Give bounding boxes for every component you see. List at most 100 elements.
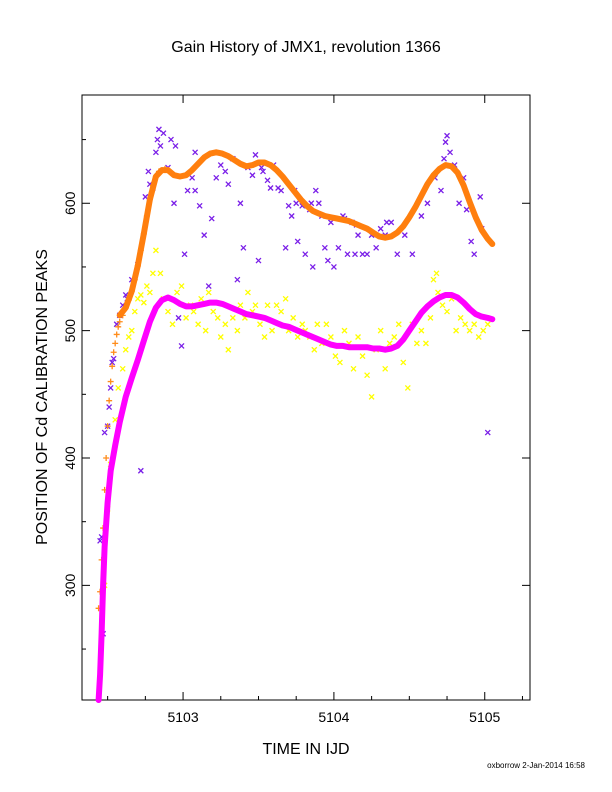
- series-1-point-70: [377, 327, 384, 334]
- series-0-point-31: [196, 202, 203, 209]
- x-axis-ticks: 5103 5104 5105: [107, 95, 523, 725]
- series-2-point-9: [109, 363, 116, 370]
- chart-title: Gain History of JMX1, revolution 1366: [171, 39, 441, 56]
- series-0-point-36: [217, 162, 224, 169]
- series-0-point-28: [184, 187, 191, 194]
- series-1-point-44: [264, 302, 271, 309]
- series-1-point-16: [152, 247, 159, 254]
- series-0-point-91: [444, 132, 450, 139]
- series-0-point-6: [110, 355, 117, 362]
- series-0-point-17: [152, 149, 159, 156]
- series-1-point-34: [225, 346, 232, 353]
- series-2-point-10: [110, 349, 117, 356]
- series-1-point-80: [422, 340, 429, 347]
- series-0-point-44: [249, 172, 256, 179]
- series-0-point-90: [442, 139, 449, 146]
- series-0-point-97: [468, 238, 475, 245]
- series-1-point-8: [128, 327, 135, 334]
- series-1-point-75: [400, 359, 407, 366]
- series-0-point-53: [282, 244, 289, 251]
- series-1-point-33: [222, 321, 229, 328]
- series-0-point-57: [294, 238, 301, 245]
- series-0-point-30: [192, 187, 199, 194]
- series-1-point-81: [427, 314, 434, 321]
- series-0-point-47: [260, 168, 266, 175]
- series-1-point-11: [137, 292, 144, 298]
- series-0-point-42: [240, 244, 247, 251]
- series-1-point-51: [294, 334, 301, 340]
- series-1-point-7: [125, 334, 132, 340]
- series-1-point-71: [382, 365, 389, 372]
- series-1-point-47: [278, 308, 285, 315]
- series-1-point-68: [368, 393, 375, 400]
- data-points: [95, 126, 491, 637]
- series-1-point-20: [169, 321, 176, 328]
- series-0-point-45: [252, 151, 259, 158]
- series-0-point-48: [264, 177, 271, 184]
- series-0-point-79: [377, 225, 384, 232]
- series-0-point-63: [315, 200, 322, 207]
- series-1-point-90: [466, 327, 473, 334]
- fit-curve-0: [116, 149, 496, 319]
- y-axis-label: POSITION OF Cd CALIBRATION PEAKS: [34, 249, 51, 545]
- series-0-point-69: [335, 244, 342, 251]
- series-1-point-39: [244, 289, 251, 296]
- series-0-point-65: [321, 244, 328, 251]
- series-0-point-26: [178, 342, 185, 349]
- series-1-point-45: [269, 327, 276, 334]
- series-0-point-33: [205, 283, 212, 290]
- series-1-point-22: [178, 283, 185, 290]
- series-1-point-72: [386, 340, 393, 347]
- x-axis-label: TIME IN IJD: [262, 741, 349, 758]
- series-0-point-20: [157, 142, 164, 149]
- series-0-point-61: [309, 263, 316, 270]
- series-1-point-67: [364, 372, 371, 379]
- x-tick-label-0: 5103: [167, 709, 198, 725]
- series-1-point-31: [214, 314, 221, 321]
- series-1-point-14: [146, 289, 153, 296]
- series-0-point-52: [278, 187, 285, 194]
- fit-curve-1: [95, 292, 496, 703]
- series-2-point-6: [104, 423, 111, 430]
- series-0-point-41: [237, 200, 244, 207]
- y-tick-label-2: 500: [62, 319, 78, 343]
- series-1-point-59: [327, 334, 334, 340]
- fit-curves: [95, 149, 496, 703]
- series-1-point-93: [480, 327, 487, 334]
- series-0-point-55: [288, 213, 295, 219]
- series-1-point-27: [198, 295, 205, 302]
- series-0-point-106: [258, 164, 265, 171]
- series-1-point-88: [457, 314, 464, 321]
- series-0-point-74: [355, 232, 361, 239]
- series-0-point-27: [181, 251, 188, 258]
- series-0-point-62: [312, 187, 319, 194]
- series-1-point-5: [119, 365, 126, 372]
- series-0-point-113: [145, 168, 152, 175]
- series-0-point-40: [234, 276, 241, 283]
- series-0-point-101: [293, 200, 300, 207]
- series-1-point-62: [341, 327, 348, 334]
- series-1-point-79: [418, 327, 425, 334]
- series-0-point-82: [394, 251, 401, 258]
- series-0-point-99: [477, 193, 484, 200]
- series-0-point-23: [168, 136, 174, 143]
- series-0-point-38: [225, 181, 232, 188]
- series-2-point-7: [106, 397, 113, 404]
- series-2-point-13: [115, 323, 122, 330]
- series-0-point-85: [418, 213, 425, 219]
- series-0-point-0: [97, 537, 104, 544]
- series-1-point-56: [314, 321, 321, 328]
- series-2-point-14: [116, 318, 123, 325]
- series-1-point-91: [471, 321, 478, 328]
- series-1-point-13: [143, 283, 150, 290]
- series-0-point-29: [189, 174, 196, 181]
- series-0-point-109: [383, 219, 390, 226]
- series-2-point-11: [112, 340, 119, 347]
- series-0-point-46: [255, 257, 262, 264]
- series-0-point-88: [438, 187, 444, 194]
- series-1-point-83: [435, 289, 441, 296]
- y-axis-ticks: 300 400 500 600: [62, 139, 530, 650]
- plot-frame: [81, 94, 531, 701]
- series-1-point-29: [205, 289, 212, 296]
